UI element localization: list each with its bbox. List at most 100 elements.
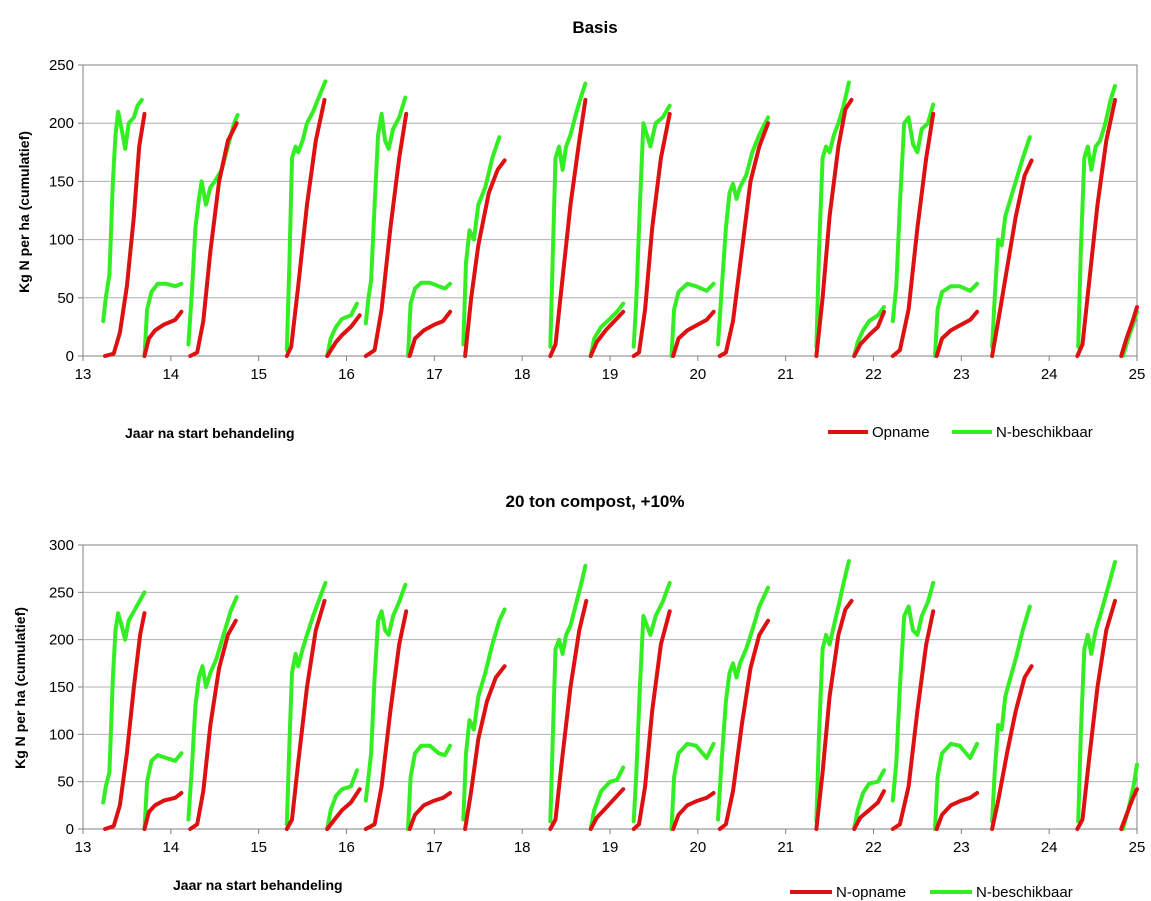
series-opname — [103, 97, 1139, 358]
y-tick-label: 100 — [49, 232, 74, 249]
x-tick-label: 24 — [1041, 839, 1058, 856]
x-tick-label: 20 — [689, 366, 706, 383]
series-line-segment — [548, 598, 589, 831]
series-line-segment — [990, 604, 1032, 824]
series-line-segment — [548, 97, 588, 358]
x-tick-label: 23 — [953, 366, 970, 383]
series-line-segment — [852, 768, 886, 831]
series-line-segment — [890, 580, 936, 803]
series-line-segment — [548, 563, 588, 824]
x-tick-label: 22 — [865, 839, 882, 856]
x-tick-label: 18 — [514, 839, 531, 856]
series-line-segment — [852, 789, 886, 831]
y-tick-label: 200 — [49, 632, 74, 649]
series-line-segment — [716, 115, 771, 347]
y-tick-label: 0 — [66, 821, 74, 838]
series-n-opname — [103, 598, 1139, 831]
series-line-segment — [142, 751, 184, 831]
x-tick-label: 22 — [865, 366, 882, 383]
x-tick-label: 16 — [338, 839, 355, 856]
series-line-segment — [990, 664, 1034, 831]
series-line-segment — [934, 309, 980, 358]
x-tick-label: 14 — [162, 839, 179, 856]
y-tick-label: 300 — [49, 537, 74, 554]
series-line-segment — [933, 281, 980, 358]
series-line-segment — [406, 280, 453, 358]
legend-label-opname: Opname — [872, 424, 930, 441]
x-tick-label: 14 — [162, 366, 179, 383]
x-axis-label: Jaar na start behandeling — [173, 877, 343, 893]
series-line-segment — [852, 309, 886, 358]
series-line-segment — [671, 791, 716, 831]
series-line-segment — [814, 97, 854, 358]
y-tick-label: 200 — [49, 115, 74, 132]
y-tick-label: 150 — [49, 679, 74, 696]
x-tick-label: 13 — [75, 839, 92, 856]
series-line-segment — [671, 309, 716, 358]
series-line-segment — [1075, 598, 1117, 831]
y-tick-label: 250 — [49, 584, 74, 601]
x-tick-label: 15 — [250, 839, 267, 856]
chart-compost: 20 ton compost, +10% 050100150200250300 … — [12, 492, 1145, 901]
x-tick-label: 17 — [426, 366, 443, 383]
x-tick-label: 25 — [1129, 839, 1146, 856]
series-line-segment — [284, 79, 328, 353]
x-tick-label: 17 — [426, 839, 443, 856]
series-line-segment — [103, 111, 147, 358]
series-line-segment — [1075, 97, 1117, 358]
x-tick-label: 13 — [75, 366, 92, 383]
series-line-segment — [1076, 84, 1117, 349]
series-line-segment — [461, 135, 502, 347]
legend-label-n-beschikbaar: N-beschikbaar — [976, 884, 1073, 901]
series-line-segment — [669, 741, 716, 831]
legend-label-n-beschikbaar: N-beschikbaar — [996, 424, 1093, 441]
series-line-segment — [588, 787, 626, 831]
chart-title: 20 ton compost, +10% — [505, 492, 684, 511]
x-tick-label: 19 — [602, 839, 619, 856]
y-axis-label: Kg N per ha (cumulatief) — [16, 131, 32, 293]
x-tick-label: 18 — [514, 366, 531, 383]
series-line-segment — [990, 135, 1032, 349]
series-line-segment — [407, 791, 453, 831]
series-line-segment — [101, 97, 144, 324]
series-line-segment — [933, 741, 980, 831]
x-tick-label: 20 — [689, 839, 706, 856]
series-line-segment — [631, 103, 672, 349]
series-line-segment — [363, 582, 408, 803]
series-line-segment — [716, 585, 771, 822]
series-line-segment — [463, 664, 507, 831]
series-line-segment — [461, 607, 507, 822]
series-line-segment — [188, 618, 238, 831]
x-tick-label: 19 — [602, 366, 619, 383]
series-n-beschikbaar — [101, 559, 1139, 831]
series-line-segment — [890, 102, 936, 324]
legend-label-n-opname: N-opname — [836, 884, 906, 901]
y-tick-label: 150 — [49, 173, 74, 190]
series-line-segment — [142, 281, 184, 358]
x-tick-label: 24 — [1041, 366, 1058, 383]
series-line-segment — [890, 111, 936, 358]
x-axis-label: Jaar na start behandeling — [125, 425, 295, 441]
series-line-segment — [890, 609, 936, 831]
series-line-segment — [284, 598, 327, 831]
series-line-segment — [1119, 305, 1139, 358]
y-tick-label: 250 — [49, 57, 74, 74]
series-line-segment — [325, 768, 359, 831]
legend: Opname N-beschikbaar — [828, 424, 1093, 441]
series-line-segment — [588, 301, 626, 358]
y-tick-label: 50 — [57, 774, 74, 791]
series-line-segment — [142, 791, 184, 831]
series-line-segment — [186, 595, 239, 822]
series-line-segment — [814, 559, 851, 824]
series-line-segment — [588, 309, 626, 358]
series-line-segment — [325, 313, 362, 358]
series-line-segment — [325, 787, 362, 831]
series-line-segment — [990, 158, 1034, 358]
legend: N-opname N-beschikbaar — [790, 884, 1073, 901]
series-line-segment — [363, 609, 409, 831]
series-line-segment — [934, 791, 980, 831]
x-tick-label: 16 — [338, 366, 355, 383]
series-line-segment — [284, 580, 328, 827]
x-tick-label: 21 — [777, 366, 794, 383]
series-line-segment — [142, 309, 184, 358]
